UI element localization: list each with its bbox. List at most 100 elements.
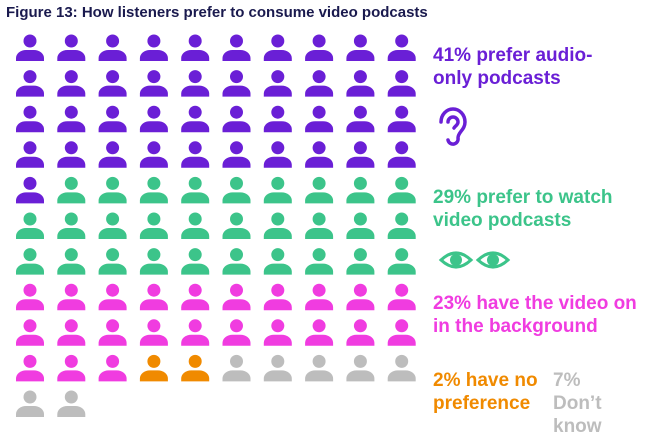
icon-body [305,334,334,346]
chart: Figure 13: How listeners prefer to consu… [6,4,653,437]
person-icon [222,283,251,311]
icon-head [353,70,367,84]
legend-label: 23% have the video on in the background [433,292,653,338]
icon-body [57,370,86,382]
person-icon [387,141,416,168]
icon-head [147,354,161,368]
icon-body [57,263,86,275]
icon-body [387,370,416,382]
icon-head [188,141,202,155]
person-icon [263,283,292,311]
icon-body [181,370,210,382]
icon-body [346,50,375,61]
person-icon [98,141,127,168]
icon-head [312,212,326,226]
icon-body [263,228,292,239]
icon-body [305,85,334,97]
icon-body [305,121,334,133]
person-icon [387,283,416,311]
person-icon [57,70,86,97]
icon-head [271,248,285,262]
icon-head [64,283,78,297]
icon-head [64,354,78,368]
person-icon [222,248,251,275]
icon-body [16,121,44,133]
icon-head [271,319,285,333]
icon-head [312,141,326,155]
person-icon [387,34,416,61]
icon-head [395,34,409,48]
icon-head [64,70,78,84]
person-icon [98,248,127,275]
icon-body [16,156,44,168]
value-label: 29% [433,187,472,208]
icon-body [181,85,210,97]
icon-head [188,354,202,368]
category-label: prefer to watch video podcasts [433,187,613,231]
category-label: have no preference [433,370,538,414]
person-icon [222,141,251,168]
icon-body [346,299,375,311]
icon-head [395,319,409,333]
person-icon [346,70,375,97]
icon-body [263,334,292,346]
icon-body [139,334,168,346]
icon-body [305,50,334,61]
ear-icon [439,107,467,146]
icon-body [16,228,44,239]
person-icon [98,70,127,97]
icon-body [346,85,375,97]
person-icon [263,248,292,275]
icon-head [271,105,285,119]
icon-head [23,390,37,404]
icon-body [16,50,44,61]
icon-body [98,334,127,346]
icon-body [139,370,168,382]
icon-body [98,85,127,97]
icon-body [387,121,416,133]
icon-body [16,334,44,346]
icon-body [181,50,210,61]
icon-body [222,299,251,311]
person-icon [16,176,44,204]
icon-head [271,354,285,368]
person-icon [387,354,416,382]
legend-label: 2% have no preference [433,369,545,415]
person-icon [98,105,127,133]
person-icon [181,248,210,275]
value-label: 2% [433,370,461,391]
person-icon [139,105,168,133]
person-icon [16,319,44,346]
icon-body [222,263,251,275]
person-icon [222,34,251,61]
icon-body [98,370,127,382]
icon-head [188,212,202,226]
person-icon [181,141,210,168]
person-icon [346,176,375,204]
person-icon [305,141,334,168]
icon-body [57,85,86,97]
person-icon [263,319,292,346]
icon-head [395,354,409,368]
eyes-icon [438,251,511,269]
person-icon [263,70,292,97]
person-icon [139,319,168,346]
person-icon [57,390,86,417]
icon-head [188,283,202,297]
icon-body [387,85,416,97]
person-icon [181,105,210,133]
icon-head [312,70,326,84]
icon-body [222,156,251,168]
icon-head [23,354,37,368]
icon-head [64,105,78,119]
icon-body [16,299,44,311]
person-icon [16,390,44,417]
person-icon [139,70,168,97]
person-icon [139,248,168,275]
icon-body [57,192,86,204]
icon-body [16,85,44,97]
icon-head [230,141,243,155]
icon-body [139,299,168,311]
icon-head [395,248,409,262]
icon-head [353,283,367,297]
